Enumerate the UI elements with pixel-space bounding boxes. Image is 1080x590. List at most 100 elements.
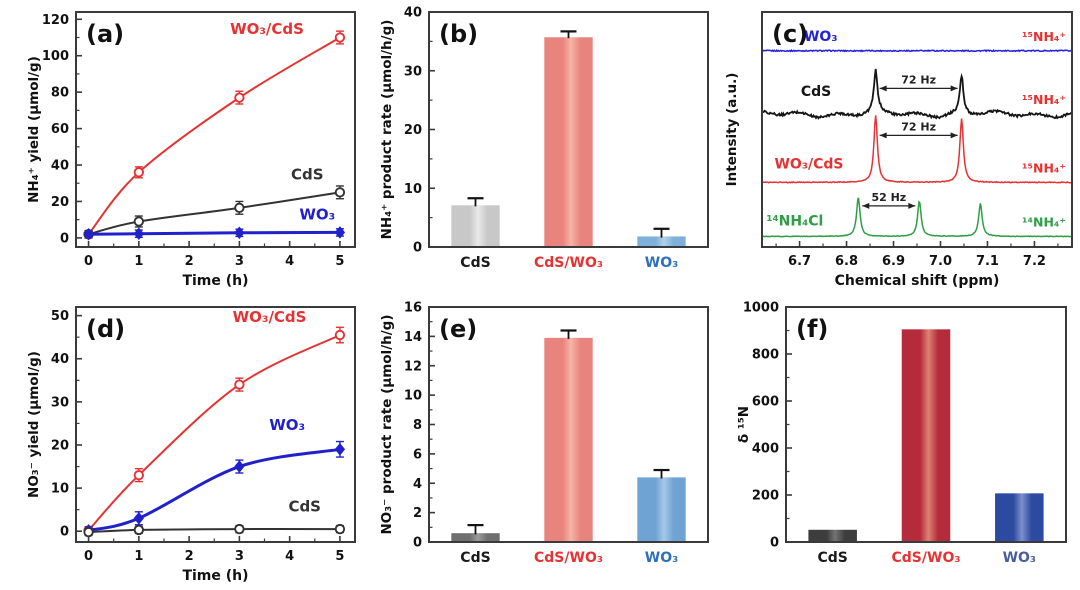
bar-CdS/WO₃ xyxy=(544,337,593,542)
svg-text:CdS: CdS xyxy=(460,255,490,271)
chart-svg-b: CdS CdS/WO₃ WO₃ 0 10 20 30 40 NH₄⁺ product rate … xyxy=(379,6,709,271)
svg-text:4: 4 xyxy=(285,254,294,269)
svg-text:6.7: 6.7 xyxy=(788,254,811,269)
svg-text:NO₃⁻ product rate (μmol/h/g): NO₃⁻ product rate (μmol/h/g) xyxy=(379,315,395,535)
plot-frame-f xyxy=(785,306,1067,543)
svg-text:(c): (c) xyxy=(772,20,808,48)
bar-CdS xyxy=(808,529,857,542)
chart-svg-a: WO₃/CdS CdS WO₃ 0 20 40 60 80 100 120 0 1 2 3 4 5 Time (… xyxy=(26,11,356,289)
svg-text:Time (h): Time (h) xyxy=(182,568,248,584)
nmr-trace-WO₃/CdS: WO₃/CdS ¹⁵NH₄⁺ 72 Hz xyxy=(761,115,1073,184)
chart-svg-c: WO₃ ¹⁵NH₄⁺ CdS ¹⁵NH₄⁺ 72 Hz WO₃/CdS ¹⁵NH₄⁺ 72 H… xyxy=(724,11,1073,289)
svg-text:0: 0 xyxy=(84,254,93,269)
chart-svg-d: WO₃/CdS WO₃ CdS 0 10 20 30 40 50 0 1 2 3 4 5 Time (h) NO… xyxy=(26,306,356,584)
svg-text:¹⁵NH₄⁺: ¹⁵NH₄⁺ xyxy=(1022,29,1066,44)
series-WO₃: WO₃ xyxy=(83,206,346,241)
svg-text:¹⁴NH₄⁺: ¹⁴NH₄⁺ xyxy=(1022,214,1066,229)
svg-text:1: 1 xyxy=(134,549,143,564)
svg-text:6.9: 6.9 xyxy=(882,254,905,269)
svg-text:120: 120 xyxy=(42,13,69,28)
plot-frame-d xyxy=(75,306,356,543)
svg-text:0: 0 xyxy=(60,525,69,540)
svg-text:7.1: 7.1 xyxy=(976,254,999,269)
svg-text:10: 10 xyxy=(51,482,69,497)
panel-f-delta15n-bar-chart: CdS CdS/WO₃ WO₃ 0 200 400 600 800 1000 δ ¹⁵N (f) xyxy=(720,295,1080,590)
series-CdS: CdS xyxy=(83,497,346,538)
svg-text:80: 80 xyxy=(51,86,69,101)
bar-WO₃ xyxy=(637,236,686,247)
svg-text:3: 3 xyxy=(235,549,244,564)
svg-text:72 Hz: 72 Hz xyxy=(901,120,936,133)
svg-text:8: 8 xyxy=(413,418,422,433)
svg-text:4: 4 xyxy=(413,477,422,492)
svg-text:2: 2 xyxy=(185,549,194,564)
svg-text:0: 0 xyxy=(60,231,69,246)
svg-text:0: 0 xyxy=(770,536,779,551)
series-WO₃/CdS: WO₃/CdS xyxy=(83,308,346,536)
svg-text:50: 50 xyxy=(51,309,69,324)
svg-text:NH₄⁺ product rate (μmol/h/g): NH₄⁺ product rate (μmol/h/g) xyxy=(379,20,395,240)
svg-text:CdS: CdS xyxy=(288,497,321,515)
axes-d: 0 10 20 30 40 50 0 1 2 3 4 5 Time (h) NO₃⁻ yield (μmo… xyxy=(26,309,344,584)
axes-b: 0 10 20 30 40 NH₄⁺ product rate (μmol/h/g) xyxy=(379,6,435,256)
svg-text:10: 10 xyxy=(404,389,422,404)
nmr-trace-WO₃: WO₃ ¹⁵NH₄⁺ xyxy=(761,29,1073,53)
svg-text:0: 0 xyxy=(413,536,422,551)
svg-text:0: 0 xyxy=(413,241,422,256)
nmr-trace-¹⁴NH₄Cl: ¹⁴NH₄Cl ¹⁴NH₄⁺ 52 Hz xyxy=(761,191,1073,238)
svg-text:Time (h): Time (h) xyxy=(182,273,248,289)
bar-CdS/WO₃ xyxy=(544,37,593,248)
nmr-trace-CdS: CdS ¹⁵NH₄⁺ 72 Hz xyxy=(761,68,1073,120)
svg-text:CdS: CdS xyxy=(801,84,831,100)
svg-text:40: 40 xyxy=(404,6,422,21)
svg-text:6.8: 6.8 xyxy=(835,254,858,269)
svg-text:Intensity (a.u.): Intensity (a.u.) xyxy=(724,73,740,187)
svg-text:WO₃: WO₃ xyxy=(299,206,335,224)
svg-text:40: 40 xyxy=(51,159,69,174)
plot-frame-a xyxy=(75,11,356,248)
svg-text:¹⁵NH₄⁺: ¹⁵NH₄⁺ xyxy=(1022,92,1066,107)
svg-text:4: 4 xyxy=(285,549,294,564)
svg-text:1000: 1000 xyxy=(743,301,779,316)
plot-frame-c xyxy=(761,11,1073,248)
svg-text:200: 200 xyxy=(752,489,779,504)
svg-text:¹⁴NH₄Cl: ¹⁴NH₄Cl xyxy=(766,213,823,229)
svg-text:CdS/WO₃: CdS/WO₃ xyxy=(534,255,603,271)
svg-text:2: 2 xyxy=(185,254,194,269)
svg-text:14: 14 xyxy=(404,330,422,345)
svg-text:30: 30 xyxy=(51,395,69,410)
svg-text:400: 400 xyxy=(752,442,779,457)
bar-WO₃ xyxy=(637,477,686,542)
svg-text:600: 600 xyxy=(752,395,779,410)
bar-CdS xyxy=(451,533,500,542)
bar-CdS/WO₃ xyxy=(901,329,951,542)
axes-e: 0 2 4 6 8 10 12 14 16 NO₃⁻ product rate (μmol/h/g… xyxy=(379,301,435,551)
bar-WO₃ xyxy=(995,493,1044,542)
svg-text:CdS: CdS xyxy=(291,166,324,184)
svg-text:72 Hz: 72 Hz xyxy=(901,73,936,86)
plot-frame-b xyxy=(428,11,709,248)
svg-text:WO₃: WO₃ xyxy=(645,550,678,566)
chart-svg-e: CdS CdS/WO₃ WO₃ 0 2 4 6 8 10 12 14 16 NO₃⁻ product r… xyxy=(379,301,709,566)
svg-text:CdS: CdS xyxy=(460,550,490,566)
svg-text:NO₃⁻ yield (μmol/g): NO₃⁻ yield (μmol/g) xyxy=(26,351,42,498)
axes-a: 0 20 40 60 80 100 120 0 1 2 3 4 5 Time (h) NH₄⁺ yield … xyxy=(26,13,344,289)
panel-a-nh4-yield-line-chart: WO₃/CdS CdS WO₃ 0 20 40 60 80 100 120 0 1 2 3 4 5 Time (… xyxy=(0,0,375,295)
svg-text:3: 3 xyxy=(235,254,244,269)
bar-CdS xyxy=(451,205,500,247)
svg-text:WO₃/CdS: WO₃/CdS xyxy=(774,156,843,172)
svg-text:(a): (a) xyxy=(86,20,124,48)
svg-text:6: 6 xyxy=(413,447,422,462)
svg-text:NH₄⁺ yield (μmol/g): NH₄⁺ yield (μmol/g) xyxy=(26,56,42,203)
svg-text:WO₃: WO₃ xyxy=(645,255,678,271)
svg-text:δ ¹⁵N: δ ¹⁵N xyxy=(736,406,752,443)
svg-text:1: 1 xyxy=(134,254,143,269)
svg-text:100: 100 xyxy=(42,49,69,64)
svg-text:WO₃: WO₃ xyxy=(1003,550,1036,566)
svg-text:0: 0 xyxy=(84,549,93,564)
svg-text:CdS: CdS xyxy=(817,550,847,566)
svg-text:WO₃/CdS: WO₃/CdS xyxy=(230,20,304,38)
panel-e-no3-rate-bar-chart: CdS CdS/WO₃ WO₃ 0 2 4 6 8 10 12 14 16 NO₃⁻ product r… xyxy=(375,295,720,590)
svg-text:(f): (f) xyxy=(796,315,828,343)
series-WO₃: WO₃ xyxy=(83,416,346,537)
